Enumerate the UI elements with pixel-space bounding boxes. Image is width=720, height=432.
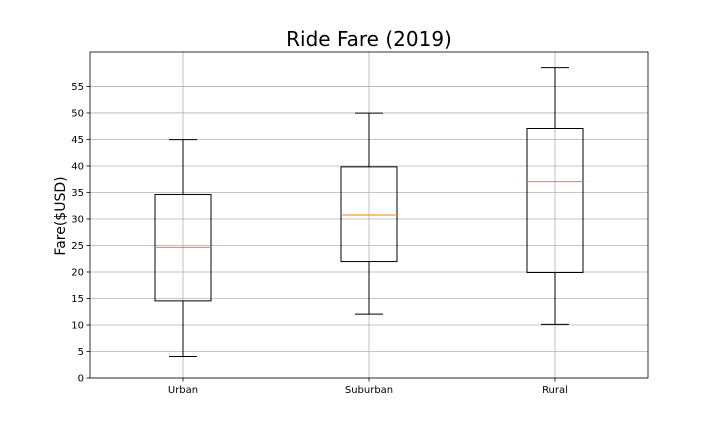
iqr-box	[526, 127, 584, 274]
tick-layer: 0 5 10 15 20 25 30 35 40 45 50 55 Urban Suburban Rural	[71, 82, 568, 396]
box-plot-suburban	[340, 112, 398, 315]
y-axis-label: Fare($USD)	[53, 176, 69, 255]
y-tick-label: 35	[71, 188, 84, 199]
y-tick-label: 25	[71, 241, 84, 252]
x-tick-label: Urban	[168, 385, 198, 396]
y-tick-label: 5	[78, 347, 84, 358]
box-layer	[154, 67, 584, 358]
y-tick-label: 10	[71, 320, 84, 331]
x-tick-label: Suburban	[345, 385, 393, 396]
box-plot-rural	[526, 67, 584, 325]
iqr-box	[340, 166, 398, 263]
box-plot-urban	[154, 139, 212, 358]
y-tick-label: 50	[71, 108, 84, 119]
plot-frame	[89, 51, 649, 379]
y-tick-label: 30	[71, 214, 84, 225]
y-tick-label: 55	[71, 82, 84, 93]
y-tick-label: 15	[71, 294, 84, 305]
y-tick-label: 45	[71, 135, 84, 146]
chart-title: Ride Fare (2019)	[286, 27, 452, 51]
y-tick-label: 40	[71, 161, 84, 172]
x-tick-label: Rural	[542, 385, 568, 396]
y-tick-label: 20	[71, 267, 84, 278]
y-tick-label: 0	[78, 374, 84, 385]
